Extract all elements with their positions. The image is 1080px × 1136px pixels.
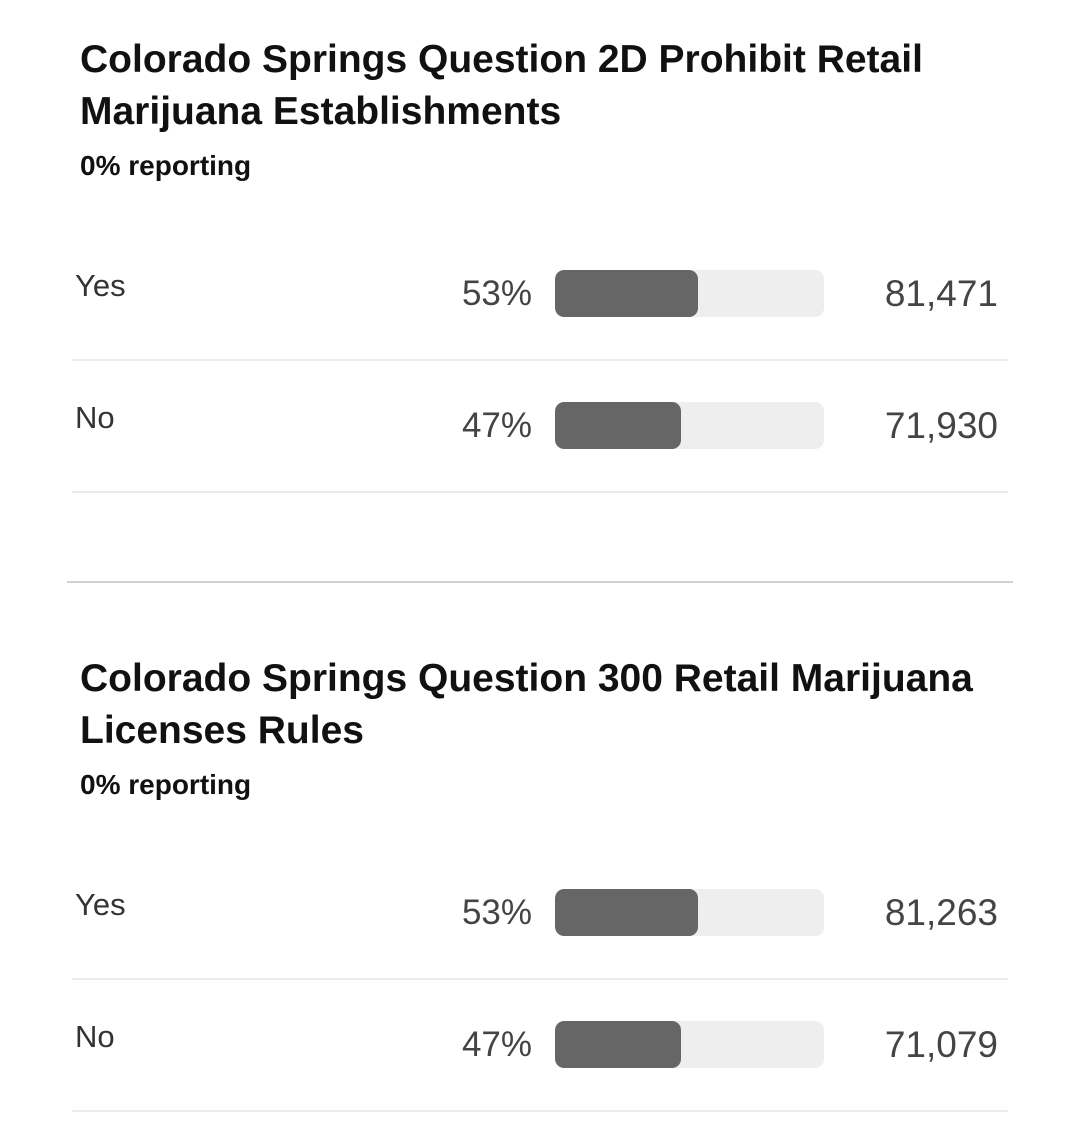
reporting-status: 0% reporting <box>80 769 252 800</box>
vote-count: 71,079 <box>884 1024 998 1065</box>
race-title: Colorado Springs Question 2D Prohibit Re… <box>80 38 923 133</box>
choice-label: No <box>75 400 115 435</box>
result-bar-track <box>555 889 824 936</box>
percent-label: 53% <box>461 893 532 932</box>
reporting-status: 0% reporting <box>80 150 252 181</box>
vote-count: 81,263 <box>884 892 998 933</box>
choice-label: Yes <box>75 268 126 303</box>
percent-label: 53% <box>461 274 532 313</box>
result-bar-fill <box>555 402 681 449</box>
result-bar-fill <box>555 889 698 936</box>
choice-label: Yes <box>75 887 126 922</box>
vote-count: 81,471 <box>884 273 998 314</box>
result-row-no: No 47% 71,930 <box>72 360 1008 493</box>
result-bar-track <box>555 402 824 449</box>
result-row-no: No 47% 71,079 <box>72 979 1008 1112</box>
result-bar-track <box>555 1021 824 1068</box>
result-bar-track <box>555 270 824 317</box>
result-bar-fill <box>555 270 698 317</box>
result-bar-fill <box>555 1021 681 1068</box>
percent-label: 47% <box>461 406 532 445</box>
vote-count: 71,930 <box>884 405 998 446</box>
result-row-yes: Yes 53% 81,471 <box>72 228 1008 361</box>
percent-label: 47% <box>461 1025 532 1064</box>
race-divider <box>67 581 1013 583</box>
race-title: Colorado Springs Question 300 Retail Mar… <box>80 657 973 752</box>
result-row-yes: Yes 53% 81,263 <box>72 847 1008 980</box>
choice-label: No <box>75 1019 115 1054</box>
